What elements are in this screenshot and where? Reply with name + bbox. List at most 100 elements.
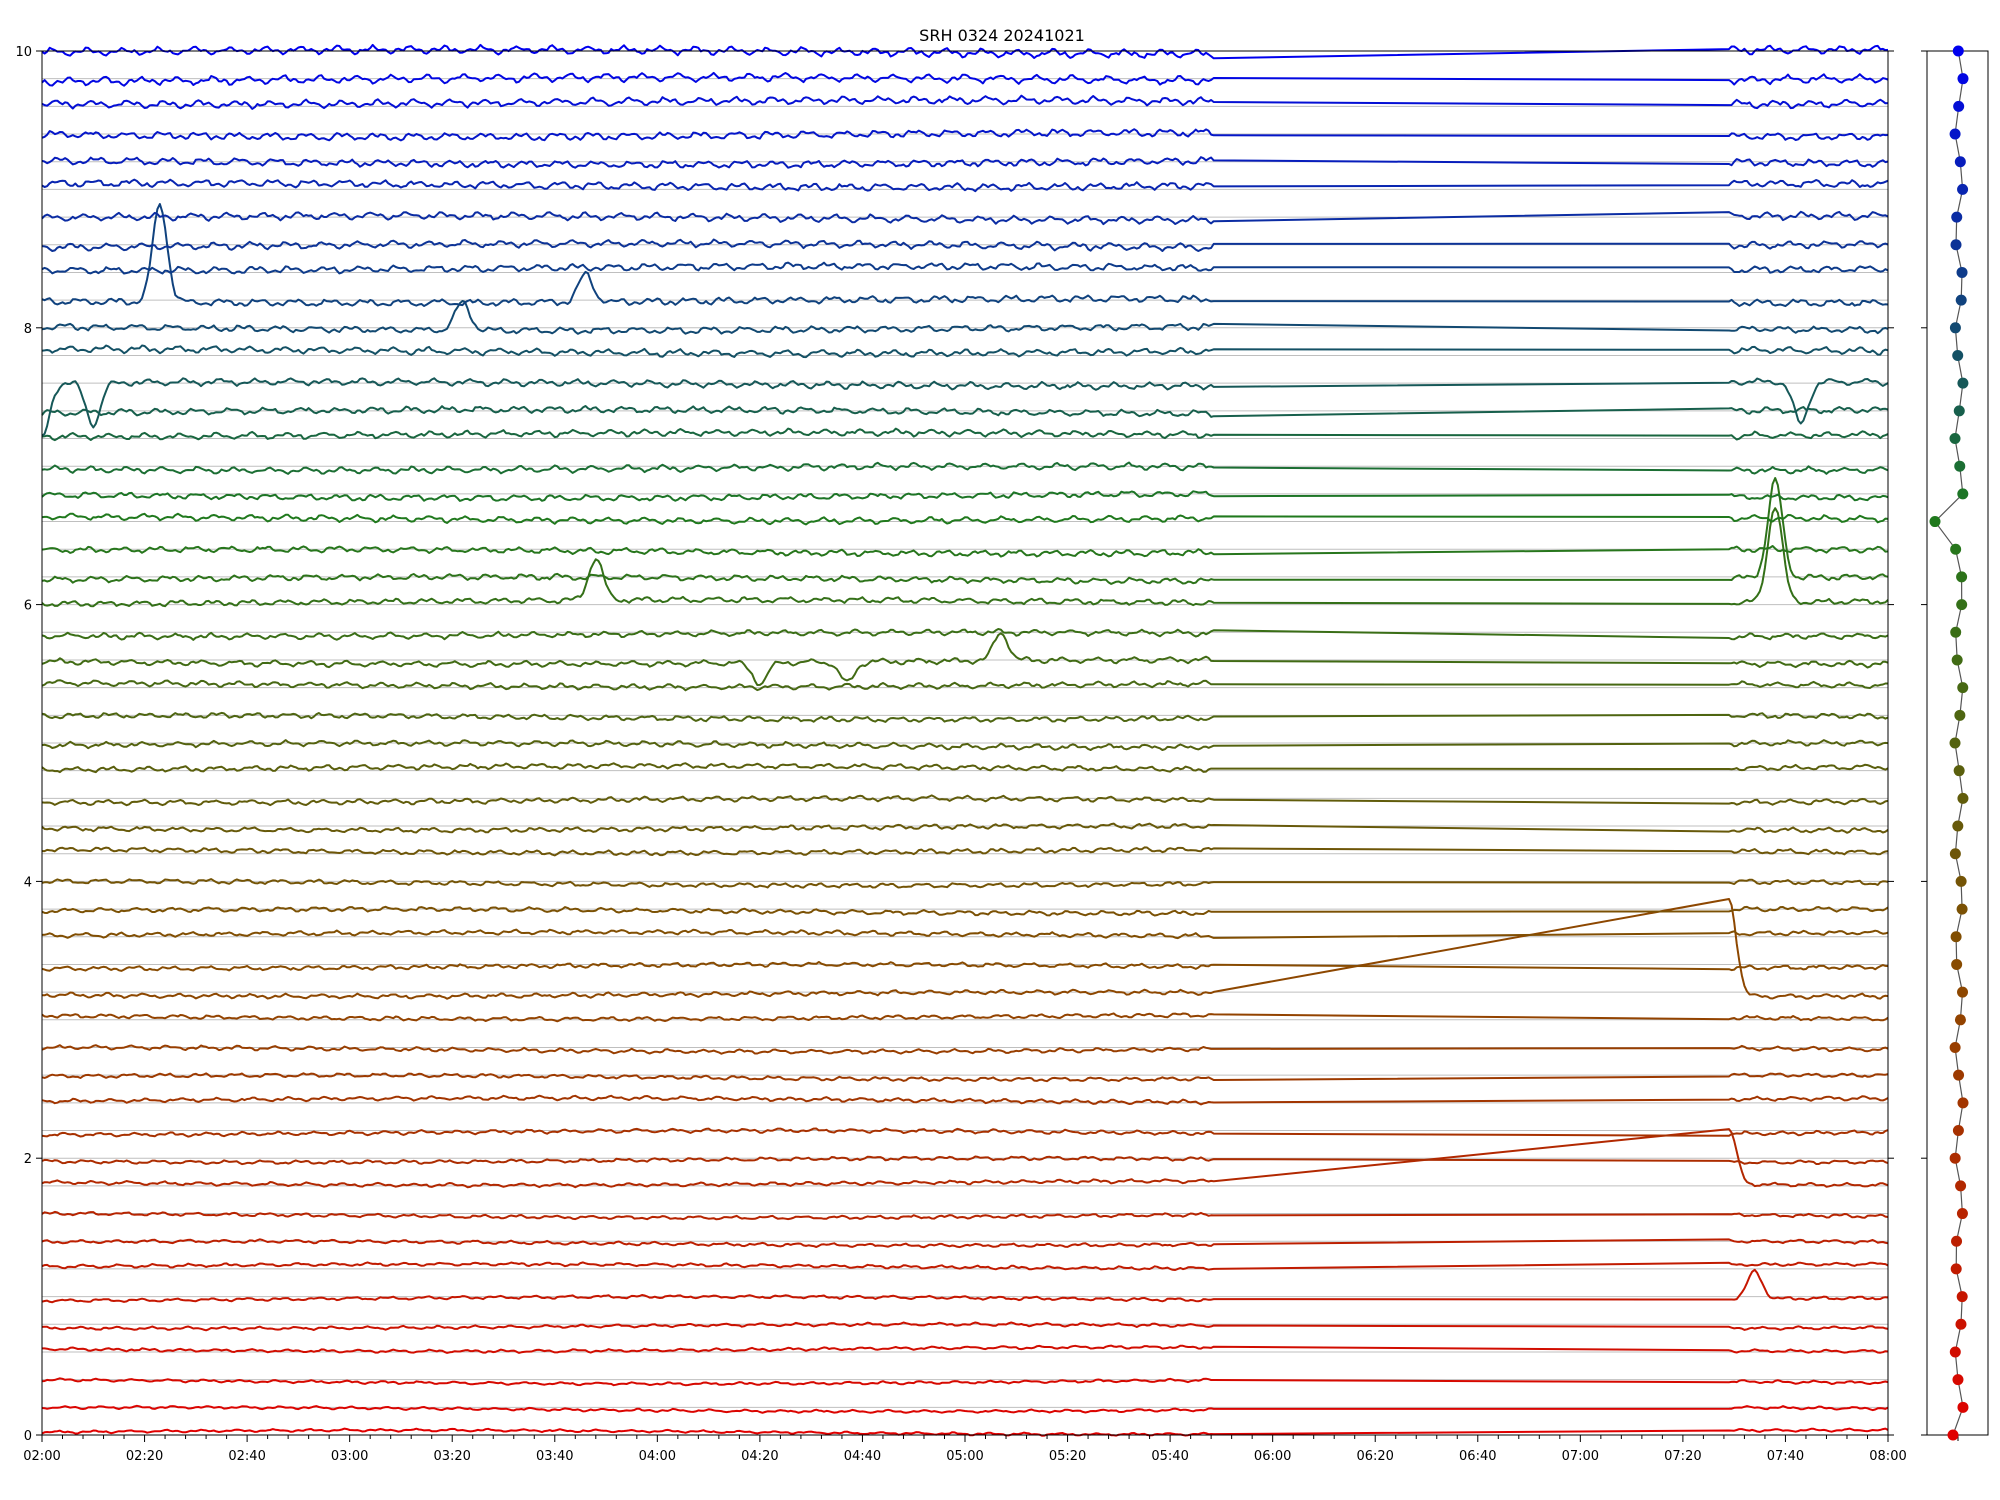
trace-series — [41, 762, 1889, 774]
trace-series — [41, 1072, 1889, 1083]
trace-series — [41, 632, 1889, 686]
side-dot — [1956, 1208, 1968, 1220]
y-tick-label: 8 — [24, 322, 32, 337]
side-dot — [1952, 1125, 1964, 1137]
side-dot — [1952, 1374, 1964, 1386]
trace-series — [41, 1044, 1889, 1055]
side-dot — [1949, 737, 1961, 749]
chart-title: SRH 0324 20241021 — [919, 26, 1085, 45]
trace-series — [41, 1268, 1889, 1304]
side-dot — [1952, 45, 1964, 57]
side-dot — [1957, 183, 1969, 195]
side-dot — [1955, 294, 1967, 306]
trace-series — [41, 512, 1889, 526]
side-dot — [1952, 349, 1964, 361]
trace-series — [41, 427, 1889, 442]
gridlines — [42, 50, 1888, 1436]
side-dot — [1955, 1318, 1967, 1330]
trace-series — [41, 822, 1889, 834]
trace-series — [41, 679, 1888, 692]
trace-series — [41, 1094, 1889, 1106]
side-dot — [1953, 1069, 1965, 1081]
trace-series — [41, 344, 1889, 359]
side-dot — [1951, 958, 1963, 970]
trace-series — [42, 898, 1889, 1000]
side-dot — [1955, 875, 1967, 887]
trace-series — [41, 128, 1889, 142]
trace-group — [41, 43, 1889, 1437]
side-dot — [1950, 626, 1962, 638]
trace-series — [41, 238, 1889, 252]
x-tick-label: 08:00 — [1869, 1449, 1906, 1464]
side-dot — [1954, 156, 1966, 168]
trace-series — [41, 1127, 1889, 1138]
trace-series — [41, 461, 1889, 475]
x-tick-label: 06:20 — [1356, 1449, 1393, 1464]
side-dot — [1956, 1291, 1968, 1303]
y-tick-label: 10 — [15, 45, 32, 60]
side-dot — [1951, 1235, 1963, 1247]
side-dot — [1952, 820, 1964, 832]
side-dot — [1949, 1041, 1961, 1053]
y-tick-label: 6 — [24, 599, 32, 614]
x-tick-label: 06:40 — [1459, 1449, 1496, 1464]
x-tick-label: 05:40 — [1151, 1449, 1188, 1464]
trace-series — [41, 477, 1889, 585]
trace-series — [41, 1155, 1889, 1166]
trace-series — [41, 178, 1889, 193]
side-dot — [1957, 488, 1969, 500]
trace-series — [41, 961, 1889, 972]
side-dot — [1957, 377, 1969, 389]
trace-series — [41, 377, 1889, 437]
side-dot — [1949, 433, 1961, 445]
trace-series — [41, 507, 1889, 608]
x-tick-label: 02:00 — [23, 1449, 60, 1464]
trace-series — [41, 490, 1889, 502]
side-dot — [1956, 903, 1968, 915]
x-tick-label: 03:00 — [331, 1449, 368, 1464]
side-dot — [1957, 792, 1969, 804]
x-tick-label: 04:40 — [844, 1449, 881, 1464]
trace-series — [41, 1321, 1889, 1332]
side-dot — [1956, 571, 1968, 583]
side-dots — [1929, 45, 1969, 1441]
side-dot — [1950, 931, 1962, 943]
trace-series — [42, 846, 1889, 857]
side-dot — [1954, 460, 1966, 472]
side-dot — [1949, 322, 1961, 334]
side-dot — [1953, 765, 1965, 777]
side-dot — [1956, 266, 1968, 278]
side-dot — [1950, 239, 1962, 251]
trace-series — [41, 261, 1889, 275]
trace-series — [41, 545, 1889, 558]
x-tick-label: 05:00 — [946, 1449, 983, 1464]
trace-series — [41, 94, 1889, 110]
side-dot — [1929, 516, 1941, 528]
trace-series — [41, 71, 1889, 87]
side-dot — [1951, 654, 1963, 666]
trace-series — [41, 156, 1889, 169]
side-dot — [1957, 682, 1969, 694]
trace-series — [41, 1238, 1889, 1249]
y-axis: 0 2 4 6 8 10 — [15, 45, 1894, 1444]
trace-series — [41, 1012, 1889, 1023]
trace-series — [41, 711, 1889, 723]
x-tick-label: 06:00 — [1254, 1449, 1291, 1464]
x-tick-label: 02:40 — [228, 1449, 265, 1464]
side-dot — [1947, 1429, 1959, 1441]
trace-series — [42, 1344, 1889, 1354]
trace-series — [41, 300, 1889, 335]
x-tick-label: 03:20 — [433, 1449, 470, 1464]
side-dot — [1950, 543, 1962, 555]
x-tick-label: 07:40 — [1767, 1449, 1804, 1464]
side-dot — [1953, 405, 1965, 417]
side-dot — [1954, 1014, 1966, 1026]
x-tick-label: 04:20 — [741, 1449, 778, 1464]
side-dot — [1955, 1180, 1967, 1192]
trace-series — [41, 43, 1889, 60]
x-tick-label: 07:20 — [1664, 1449, 1701, 1464]
x-tick-label: 03:40 — [536, 1449, 573, 1464]
trace-series — [41, 1261, 1889, 1271]
trace-series — [41, 878, 1889, 889]
